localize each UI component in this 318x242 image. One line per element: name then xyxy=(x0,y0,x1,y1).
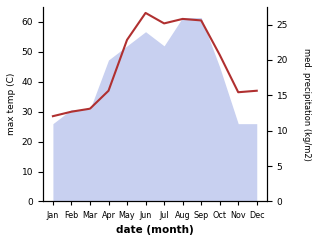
X-axis label: date (month): date (month) xyxy=(116,225,194,235)
Y-axis label: max temp (C): max temp (C) xyxy=(7,73,16,135)
Y-axis label: med. precipitation (kg/m2): med. precipitation (kg/m2) xyxy=(302,48,311,161)
